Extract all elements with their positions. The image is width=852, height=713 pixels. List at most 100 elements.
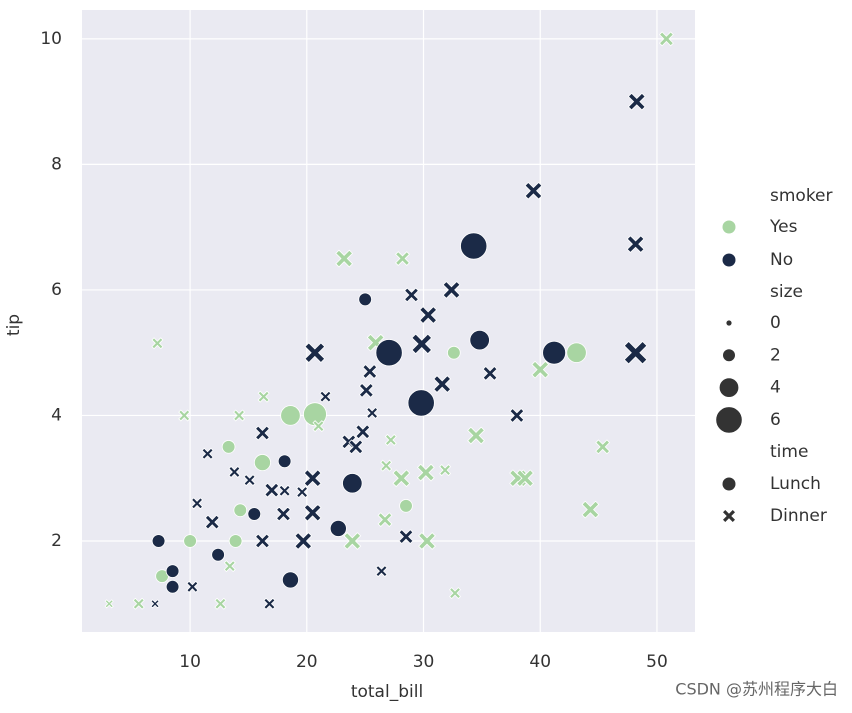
point [191,497,204,510]
watermark: CSDN @苏州程序大白 [675,680,838,699]
point [566,342,587,363]
point [377,512,393,528]
point [366,406,379,419]
y-tick-label: 10 [40,29,62,49]
point [243,474,256,487]
point [296,486,309,499]
point [343,532,362,550]
point [627,92,646,111]
point [165,564,180,578]
point [253,454,271,472]
point [254,533,270,549]
point [623,340,648,365]
point [264,482,280,498]
point [433,375,452,393]
point [150,599,160,609]
y-tick-label: 2 [51,531,62,551]
point [542,340,567,365]
point [416,463,435,482]
point [304,342,326,364]
legend-marker [718,377,740,398]
point [303,469,322,488]
point [233,409,246,422]
legend-label: Dinner [770,506,827,526]
point [469,329,490,351]
legend-label: 2 [770,345,781,365]
point [329,519,347,537]
point [280,405,301,426]
plot-area [82,10,695,632]
point [348,439,364,455]
x-tick-label: 10 [179,652,201,672]
point [447,345,461,360]
point [482,365,498,381]
point [277,454,292,469]
point [375,565,388,578]
point [151,337,164,350]
legend-label: Lunch [770,474,821,494]
point [223,560,236,573]
point [516,469,534,488]
point [312,420,325,433]
legend-label: 6 [770,410,781,430]
legend-marker [722,253,736,267]
point [467,426,485,445]
point [214,597,227,610]
x-tick-label: 50 [646,652,668,672]
x-tick-label: 20 [296,652,318,672]
y-tick-label: 4 [51,405,62,425]
point [375,339,403,367]
point [186,580,199,593]
point [247,507,262,521]
point [439,464,452,477]
point [335,249,354,268]
point [380,459,393,472]
point [449,587,462,600]
point [531,360,550,379]
legend-label: Yes [769,217,798,237]
point [319,390,332,403]
point [407,389,435,417]
point [399,499,413,513]
point [384,433,397,446]
point [419,306,438,324]
point [303,503,322,522]
point [221,440,236,454]
legend-label: 4 [770,378,781,398]
y-tick-label: 6 [51,280,62,300]
point [263,597,276,610]
point [460,232,488,260]
x-tick-label: 40 [529,652,551,672]
point [398,529,414,545]
point [276,506,291,522]
point [151,534,166,548]
legend-label: No [770,250,793,270]
point [183,534,197,548]
point [442,281,461,299]
legend-marker [715,406,743,434]
point [201,447,214,460]
legend-title: smoker [770,186,833,206]
point [165,580,180,594]
legend-marker [722,348,736,363]
point [595,439,611,455]
point [257,390,270,403]
point [278,484,291,497]
x-axis-label: total_bill [351,682,423,702]
point [254,425,270,441]
point [509,408,525,423]
point [228,465,241,478]
point [626,235,645,254]
point [132,597,145,610]
point [228,534,243,548]
point [358,382,374,398]
point [281,571,299,589]
point [524,181,543,200]
point [418,532,436,550]
y-axis-label: tip [4,314,24,336]
point [233,503,248,518]
point [342,473,363,494]
point [404,287,419,303]
legend-title: time [770,442,808,462]
